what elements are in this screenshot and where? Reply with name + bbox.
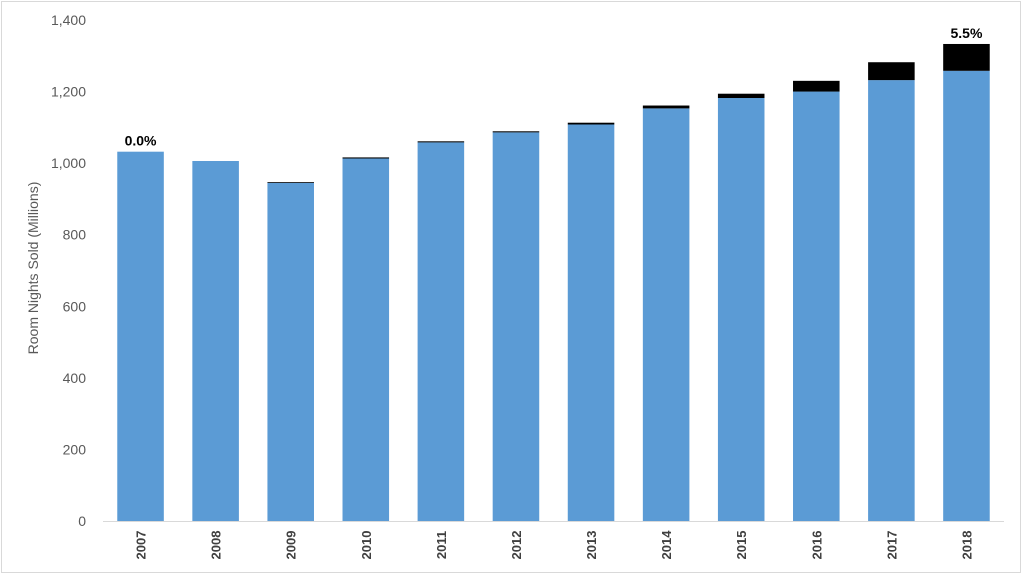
x-tick-label: 2017 bbox=[884, 531, 899, 560]
bar-segment-base bbox=[717, 98, 765, 522]
y-axis-title: Room Nights Sold (Millions) bbox=[25, 182, 41, 355]
bar-segment-base bbox=[567, 124, 615, 521]
data-labels: 0.0% 5.5% bbox=[125, 25, 983, 149]
bar-segment-base bbox=[192, 160, 239, 521]
y-tick-label: 400 bbox=[63, 370, 87, 386]
x-tick-label: 2013 bbox=[584, 531, 599, 560]
bar-segment-top bbox=[492, 131, 540, 133]
x-tick-label: 2012 bbox=[509, 531, 524, 560]
x-tick-label: 2015 bbox=[734, 531, 749, 560]
bar-segment-top bbox=[342, 157, 390, 159]
x-tick-label: 2018 bbox=[959, 531, 974, 560]
y-axis-title-group: Room Nights Sold (Millions) bbox=[25, 182, 41, 355]
bar-segment-base bbox=[417, 142, 465, 521]
y-tick-label: 1,200 bbox=[51, 84, 86, 100]
bar-segment-base bbox=[642, 108, 690, 521]
bar-segment-base bbox=[868, 80, 915, 522]
x-tick-label: 2011 bbox=[434, 531, 449, 559]
bars bbox=[117, 43, 990, 522]
bar-segment-top bbox=[943, 43, 990, 71]
y-tick-label: 0 bbox=[78, 513, 86, 529]
bar-segment-top bbox=[267, 182, 314, 183]
bar-segment-base bbox=[943, 70, 990, 522]
y-tick-label: 200 bbox=[63, 441, 87, 457]
bar-segment-base bbox=[793, 91, 840, 522]
bar-segment-top bbox=[567, 122, 615, 125]
bar-segment-base bbox=[117, 151, 164, 522]
x-axis-labels: 2007 2008 2009 2010 2011 2012 2013 2014 2015 2016… bbox=[134, 530, 975, 560]
bar-segment-top bbox=[793, 80, 840, 92]
y-tick-label: 1,400 bbox=[51, 12, 86, 28]
bar-segment-base bbox=[342, 158, 390, 521]
bar-segment-base bbox=[267, 182, 314, 521]
bar-segment-top bbox=[717, 93, 765, 99]
y-axis-ticks: 0 200 400 600 800 1,000 1,200 1,400 bbox=[51, 12, 86, 529]
x-tick-label: 2016 bbox=[809, 531, 824, 560]
x-tick-label: 2008 bbox=[209, 531, 224, 560]
bar-segment-top bbox=[868, 62, 915, 81]
x-tick-label: 2009 bbox=[284, 531, 299, 560]
y-tick-label: 1,000 bbox=[51, 155, 86, 171]
x-tick-label: 2007 bbox=[134, 531, 149, 560]
bar-segment-top bbox=[417, 141, 465, 143]
data-label: 5.5% bbox=[950, 25, 982, 41]
bar-segment-base bbox=[492, 132, 540, 522]
x-tick-label: 2014 bbox=[659, 530, 674, 560]
bar-segment-top bbox=[642, 105, 690, 109]
y-tick-label: 800 bbox=[63, 227, 87, 243]
y-tick-label: 600 bbox=[63, 298, 87, 314]
x-tick-label: 2010 bbox=[359, 531, 374, 560]
data-label: 0.0% bbox=[125, 133, 157, 149]
